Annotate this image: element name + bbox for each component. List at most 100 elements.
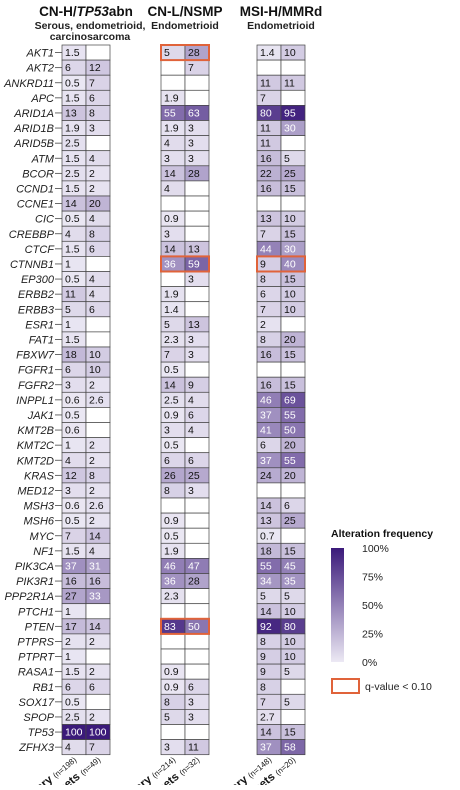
heatmap-cell <box>160 271 186 287</box>
cell-value: 58 <box>284 742 296 754</box>
cell-value: 3 <box>164 228 170 240</box>
cell-value: 100 <box>65 727 83 739</box>
cell-value: 3 <box>89 123 95 135</box>
heatmap-cell <box>184 633 210 650</box>
cell-value: 2 <box>89 515 95 527</box>
legend-color-bar <box>331 548 344 662</box>
gene-label: ARID1B <box>13 123 54 135</box>
cell-value: 15 <box>284 349 296 361</box>
group-title: CN-L/NSMP <box>148 4 223 19</box>
column-labels: Primary (n=198)Distant mets (n=49)Primar… <box>15 755 298 790</box>
gene-label: FGFR2 <box>18 380 54 392</box>
cell-value: 14 <box>260 727 272 739</box>
cell-value: 69 <box>284 394 296 406</box>
cell-value: 2 <box>89 455 95 467</box>
cell-value: 1.5 <box>65 47 80 59</box>
cell-value: 20 <box>284 470 296 482</box>
cell-value: 55 <box>164 108 176 120</box>
cell-value: 3 <box>188 334 194 346</box>
cell-value: 63 <box>188 108 200 120</box>
gene-label: ANKRD11 <box>3 78 54 90</box>
cell-value: 14 <box>260 500 272 512</box>
gene-label: ESR1 <box>25 319 54 331</box>
gene-label: RB1 <box>33 682 54 694</box>
cell-value: 5 <box>164 319 170 331</box>
gene-label: KRAS <box>24 470 55 482</box>
heatmap-cell <box>184 195 210 212</box>
heatmap-cell <box>280 89 306 106</box>
cell-value: 0.5 <box>65 77 80 89</box>
cell-value: 10 <box>284 289 296 301</box>
cell-value: 5 <box>164 47 170 59</box>
cell-value: 3 <box>188 153 194 165</box>
cell-value: 13 <box>260 515 272 527</box>
gene-label: CTNNB1 <box>10 259 54 271</box>
cell-value: 0.5 <box>65 410 80 422</box>
heatmap-cell <box>256 195 282 212</box>
cell-value: 10 <box>89 364 101 376</box>
cell-value: 4 <box>188 425 194 437</box>
heatmap-cell <box>85 693 111 710</box>
heatmap-cell <box>184 588 210 605</box>
cell-value: 9 <box>260 651 266 663</box>
cell-value: 14 <box>89 530 101 542</box>
cell-value: 3 <box>188 123 194 135</box>
cell-value: 3 <box>188 138 194 150</box>
group-subtitle: Endometrioid <box>247 20 315 32</box>
cell-value: 0.9 <box>164 410 179 422</box>
cell-value: 7 <box>188 62 194 74</box>
cell-value: 34 <box>260 576 272 588</box>
heatmap-cell <box>85 331 111 348</box>
cell-value: 8 <box>89 228 95 240</box>
cell-value: 37 <box>260 410 272 422</box>
heatmap-cell <box>184 724 210 740</box>
gene-label: KMT2B <box>17 425 54 437</box>
heatmap-cell <box>160 195 186 212</box>
cell-value: 0.5 <box>65 696 80 708</box>
cell-value: 45 <box>284 561 296 573</box>
heatmap-cell <box>280 739 306 756</box>
heatmap-cell <box>256 361 282 378</box>
heatmap-cell <box>280 527 306 544</box>
cell-value: 20 <box>284 334 296 346</box>
cell-value: 30 <box>284 243 296 255</box>
gene-label: PTCH1 <box>18 606 54 618</box>
cell-value: 6 <box>260 289 266 301</box>
cell-value: 3 <box>164 425 170 437</box>
cell-value: 6 <box>89 243 95 255</box>
cell-value: 50 <box>188 621 200 633</box>
gene-label: NF1 <box>33 546 54 558</box>
cell-value: 4 <box>188 394 194 406</box>
cell-value: 3 <box>188 485 194 497</box>
heatmap-cell <box>85 407 111 423</box>
cell-value: 8 <box>260 334 266 346</box>
cell-value: 6 <box>65 364 71 376</box>
cell-value: 30 <box>284 123 296 135</box>
cell-value: 11 <box>260 138 271 150</box>
cell-value: 3 <box>188 274 194 286</box>
cell-value: 2.5 <box>65 168 80 180</box>
cell-value: 8 <box>164 696 170 708</box>
cell-value: 28 <box>188 576 200 588</box>
cell-value: 4 <box>89 289 95 301</box>
cell-value: 15 <box>284 545 296 557</box>
cell-value: 37 <box>260 742 272 754</box>
gene-label: MSH6 <box>23 516 54 528</box>
cell-value: 28 <box>188 168 200 180</box>
heatmap-cell <box>160 648 186 665</box>
cell-value: 95 <box>284 108 296 120</box>
cell-value: 0.5 <box>65 213 80 225</box>
cell-value: 10 <box>284 606 296 618</box>
gene-label: PIK3CA <box>15 561 54 573</box>
cell-value: 1 <box>65 651 71 663</box>
cell-value: 100 <box>89 727 107 739</box>
cell-value: 2.7 <box>260 712 275 724</box>
heatmap-cell <box>280 361 306 378</box>
cell-value: 9 <box>260 666 266 678</box>
cell-value: 16 <box>65 576 77 588</box>
gene-label: MSH3 <box>23 501 54 513</box>
cell-value: 2.5 <box>65 138 80 150</box>
heatmap-cell <box>280 482 306 499</box>
